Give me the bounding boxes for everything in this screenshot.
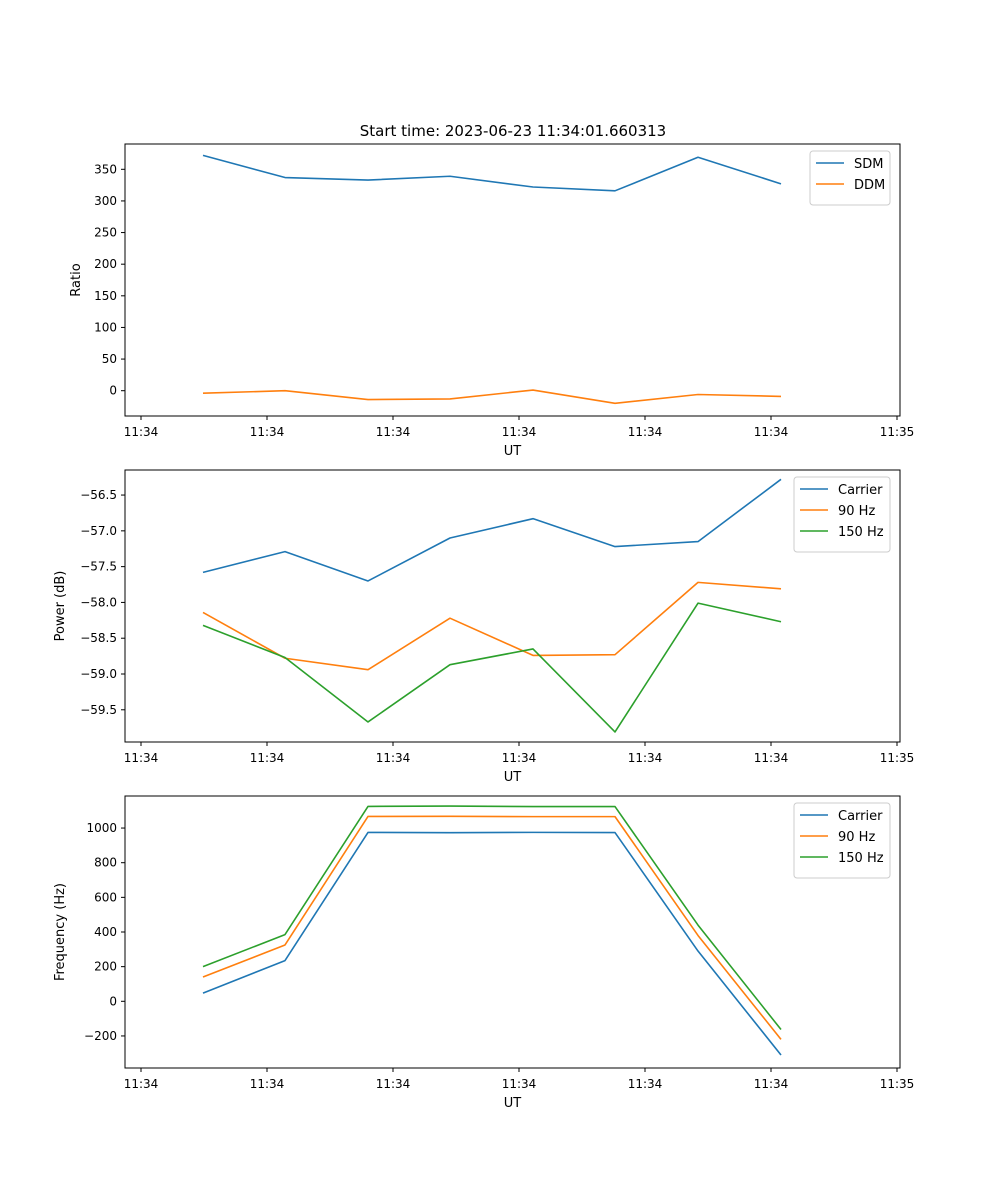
series-line-carrier	[202, 478, 782, 582]
legend-label: 90 Hz	[838, 504, 875, 519]
chart-panel-1: 11:34 11:34 11:34 11:34 11:34 11:34 11:35 0 50 10…	[69, 143, 915, 459]
legend-label: 150 Hz	[838, 851, 884, 866]
y-tick-label: −57.5	[80, 560, 117, 574]
x-tick-label: 11:34	[124, 425, 159, 439]
y-tick-label: 300	[94, 194, 117, 208]
y-tick-label: 150	[94, 289, 117, 303]
legend-label: SDM	[854, 157, 883, 172]
y-tick-label: 400	[94, 925, 117, 939]
y-axis-label: Frequency (Hz)	[53, 883, 68, 981]
y-tick-label: 350	[94, 162, 117, 176]
x-tick-label: 11:34	[754, 425, 789, 439]
y-tick-label: −58.0	[80, 595, 117, 609]
x-tick-label: 11:34	[628, 751, 663, 765]
axes-frame	[124, 469, 901, 743]
y-tick-label: 0	[109, 994, 117, 1008]
x-tick-label: 11:34	[628, 425, 663, 439]
series-line-90-hz	[202, 581, 782, 671]
y-tick-label: 200	[94, 960, 117, 974]
figure-title: Start time: 2023-06-23 11:34:01.660313	[360, 122, 666, 140]
legend-box	[809, 150, 891, 206]
x-tick-label: 11:34	[502, 751, 537, 765]
series-line-carrier	[202, 831, 782, 1056]
x-tick-label: 11:34	[250, 751, 285, 765]
y-tick-label: −59.5	[80, 703, 117, 717]
x-tick-label: 11:34	[124, 1077, 159, 1091]
legend-box	[793, 476, 891, 553]
legend-label: 150 Hz	[838, 525, 884, 540]
x-tick-label: 11:34	[502, 425, 537, 439]
x-tick-label: 11:35	[880, 425, 915, 439]
x-tick-label: 11:34	[376, 425, 411, 439]
y-tick-label: 250	[94, 226, 117, 240]
y-tick-label: 0	[109, 384, 117, 398]
series-line-ddm	[202, 389, 782, 405]
y-tick-label: −56.5	[80, 488, 117, 502]
legend-box	[793, 802, 891, 879]
y-tick-label: 50	[102, 352, 117, 366]
y-axis-label: Power (dB)	[53, 571, 68, 642]
x-tick-label: 11:35	[880, 751, 915, 765]
legend-label: Carrier	[838, 483, 883, 498]
x-tick-label: 11:34	[376, 751, 411, 765]
x-tick-label: 11:34	[502, 1077, 537, 1091]
series-line-150-hz	[202, 602, 782, 733]
x-tick-label: 11:34	[250, 1077, 285, 1091]
legend-label: 90 Hz	[838, 830, 875, 845]
chart-panel-3: 11:34 11:34 11:34 11:34 11:34 11:34 11:35 −200 0…	[53, 795, 915, 1111]
x-axis-label: UT	[504, 1096, 522, 1111]
y-tick-label: 100	[94, 320, 117, 334]
y-tick-label: 800	[94, 856, 117, 870]
x-axis-label: UT	[504, 770, 522, 785]
series-line-150-hz	[202, 805, 782, 1031]
x-tick-label: 11:34	[754, 1077, 789, 1091]
x-tick-label: 11:35	[880, 1077, 915, 1091]
y-tick-label: 600	[94, 890, 117, 904]
x-tick-label: 11:34	[628, 1077, 663, 1091]
chart-panels: 11:34 11:34 11:34 11:34 11:34 11:34 11:35 0 50 10…	[53, 143, 915, 1111]
y-tick-label: −200	[84, 1029, 117, 1043]
x-tick-label: 11:34	[754, 751, 789, 765]
axes-frame	[124, 143, 901, 417]
series-line-sdm	[202, 154, 782, 192]
chart-panel-2: 11:34 11:34 11:34 11:34 11:34 11:34 11:35 −59.5…	[53, 469, 915, 785]
y-tick-label: 200	[94, 257, 117, 271]
y-tick-label: −59.0	[80, 667, 117, 681]
x-tick-label: 11:34	[124, 751, 159, 765]
series-line-90-hz	[202, 815, 782, 1040]
legend-label: DDM	[854, 178, 885, 193]
x-axis-label: UT	[504, 444, 522, 459]
y-tick-label: 1000	[86, 821, 117, 835]
y-tick-label: −58.5	[80, 631, 117, 645]
legend-label: Carrier	[838, 809, 883, 824]
x-tick-label: 11:34	[250, 425, 285, 439]
x-tick-label: 11:34	[376, 1077, 411, 1091]
y-axis-label: Ratio	[69, 263, 84, 296]
y-tick-label: −57.0	[80, 524, 117, 538]
